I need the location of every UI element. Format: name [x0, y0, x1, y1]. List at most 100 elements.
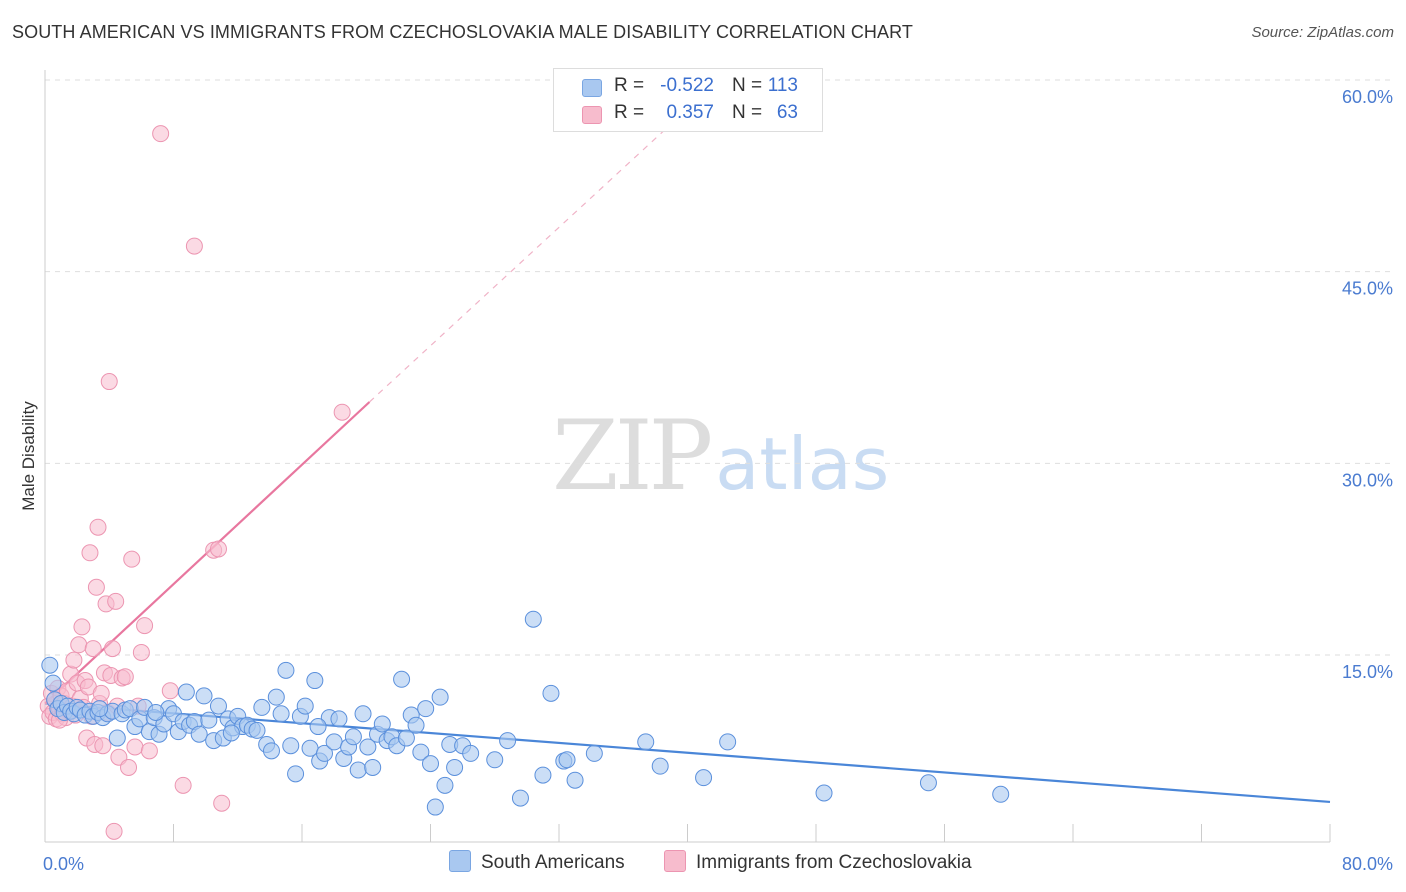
data-point-south-americans: [248, 721, 266, 739]
data-point-czechoslovakia: [333, 403, 351, 421]
y-tick-label: 15.0%: [1342, 662, 1393, 682]
legend-swatch-pink: [664, 850, 686, 872]
trend-line-extension: [369, 130, 664, 403]
legend-n-label: N =: [732, 102, 763, 123]
data-point-south-americans: [41, 656, 59, 674]
data-point-south-americans: [426, 798, 444, 816]
watermark-atlas: atlas: [715, 422, 890, 506]
data-point-czechoslovakia: [123, 550, 141, 568]
data-point-south-americans: [436, 776, 454, 794]
data-point-south-americans: [992, 785, 1010, 803]
data-point-south-americans: [354, 705, 372, 723]
data-point-south-americans: [222, 724, 240, 742]
data-point-czechoslovakia: [213, 794, 231, 812]
data-point-czechoslovakia: [140, 742, 158, 760]
legend-row-czechoslovakia: R = 0.357 N = 63: [554, 100, 822, 128]
tick-labels: 15.0% 30.0% 45.0% 60.0% 0.0% 80.0%: [43, 87, 1393, 874]
data-point-south-americans: [719, 733, 737, 751]
data-point-south-americans: [200, 711, 218, 729]
data-point-south-americans: [585, 744, 603, 762]
data-point-south-americans: [267, 688, 285, 706]
data-point-czechoslovakia: [70, 636, 88, 654]
legend-r-label: R =: [614, 102, 645, 123]
legend-series: South Americans Immigrants from Czechosl…: [0, 850, 1406, 880]
watermark-zip: ZIP: [552, 400, 713, 512]
legend-row-south-americans: R = -0.522 N = 113: [554, 73, 822, 101]
data-point-south-americans: [91, 700, 109, 718]
data-point-south-americans: [330, 710, 348, 728]
legend-stats: R = -0.522 N = 113 R = 0.357 N = 63: [553, 68, 823, 132]
source-credit: Source: ZipAtlas.com: [1251, 24, 1394, 41]
x-tick-label: 80.0%: [1342, 854, 1393, 874]
data-point-czechoslovakia: [105, 822, 123, 840]
data-point-czechoslovakia: [126, 738, 144, 756]
data-point-czechoslovakia: [94, 737, 112, 755]
data-point-south-americans: [364, 758, 382, 776]
data-point-czechoslovakia: [161, 682, 179, 700]
gridlines: [45, 79, 1395, 656]
data-point-czechoslovakia: [84, 640, 102, 658]
data-point-south-americans: [373, 715, 391, 733]
chart-title: SOUTH AMERICAN VS IMMIGRANTS FROM CZECHO…: [12, 22, 914, 42]
data-point-czechoslovakia: [152, 125, 170, 143]
legend-n-label: N =: [732, 75, 763, 96]
x-tick-label: 0.0%: [43, 854, 84, 874]
legend-swatch-blue: [582, 79, 602, 97]
data-point-south-americans: [195, 687, 213, 705]
series-south-americans-points: [41, 610, 1010, 816]
data-point-south-americans: [393, 670, 411, 688]
data-point-south-americans: [407, 716, 425, 734]
legend-item-czechoslovakia: Immigrants from Czechoslovakia: [664, 850, 972, 874]
data-point-czechoslovakia: [65, 651, 83, 669]
data-point-czechoslovakia: [136, 617, 154, 635]
data-point-czechoslovakia: [81, 544, 99, 562]
data-point-south-americans: [446, 758, 464, 776]
data-point-czechoslovakia: [87, 578, 105, 596]
data-point-south-americans: [462, 744, 480, 762]
y-tick-label: 45.0%: [1342, 279, 1393, 299]
data-point-south-americans: [422, 755, 439, 773]
data-point-south-americans: [282, 737, 300, 755]
data-point-south-americans: [486, 751, 504, 769]
data-point-south-americans: [566, 771, 584, 789]
data-point-south-americans: [815, 784, 833, 802]
data-point-south-americans: [147, 704, 165, 721]
data-point-south-americans: [534, 766, 552, 784]
legend-item-south-americans: South Americans: [449, 850, 625, 874]
y-axis-label: Male Disability: [19, 401, 38, 511]
data-point-czechoslovakia: [92, 684, 110, 702]
data-point-south-americans: [287, 765, 305, 783]
watermark: ZIPatlas: [552, 400, 889, 512]
legend-swatch-blue: [449, 850, 471, 872]
data-point-south-americans: [190, 725, 208, 743]
data-point-czechoslovakia: [100, 373, 118, 391]
data-point-south-americans: [44, 674, 62, 692]
legend-swatch-pink: [582, 106, 602, 124]
trend-lines: [44, 130, 1331, 804]
data-point-south-americans: [511, 789, 529, 807]
trend-line-south-americans: [44, 702, 1331, 804]
data-point-czechoslovakia: [103, 640, 121, 658]
data-point-south-americans: [524, 610, 542, 628]
legend-n-value: 63: [776, 102, 798, 123]
data-point-south-americans: [209, 697, 227, 715]
data-point-south-americans: [344, 728, 362, 746]
data-point-south-americans: [919, 774, 937, 792]
data-point-south-americans: [306, 672, 324, 690]
data-point-czechoslovakia: [107, 592, 125, 610]
data-point-south-americans: [253, 698, 271, 716]
legend-r-label: R =: [614, 75, 645, 96]
data-point-south-americans: [558, 751, 576, 769]
legend-n-value: 113: [767, 75, 798, 96]
data-point-south-americans: [431, 688, 449, 706]
data-point-czechoslovakia: [185, 237, 203, 255]
y-tick-label: 60.0%: [1342, 87, 1393, 107]
data-point-czechoslovakia: [174, 776, 192, 794]
legend-r-value: 0.357: [666, 102, 714, 123]
data-point-south-americans: [277, 661, 295, 679]
y-tick-label: 30.0%: [1342, 470, 1393, 490]
data-point-czechoslovakia: [120, 758, 138, 776]
data-point-south-americans: [108, 729, 126, 747]
data-point-south-americans: [417, 700, 435, 718]
data-point-south-americans: [177, 683, 195, 701]
